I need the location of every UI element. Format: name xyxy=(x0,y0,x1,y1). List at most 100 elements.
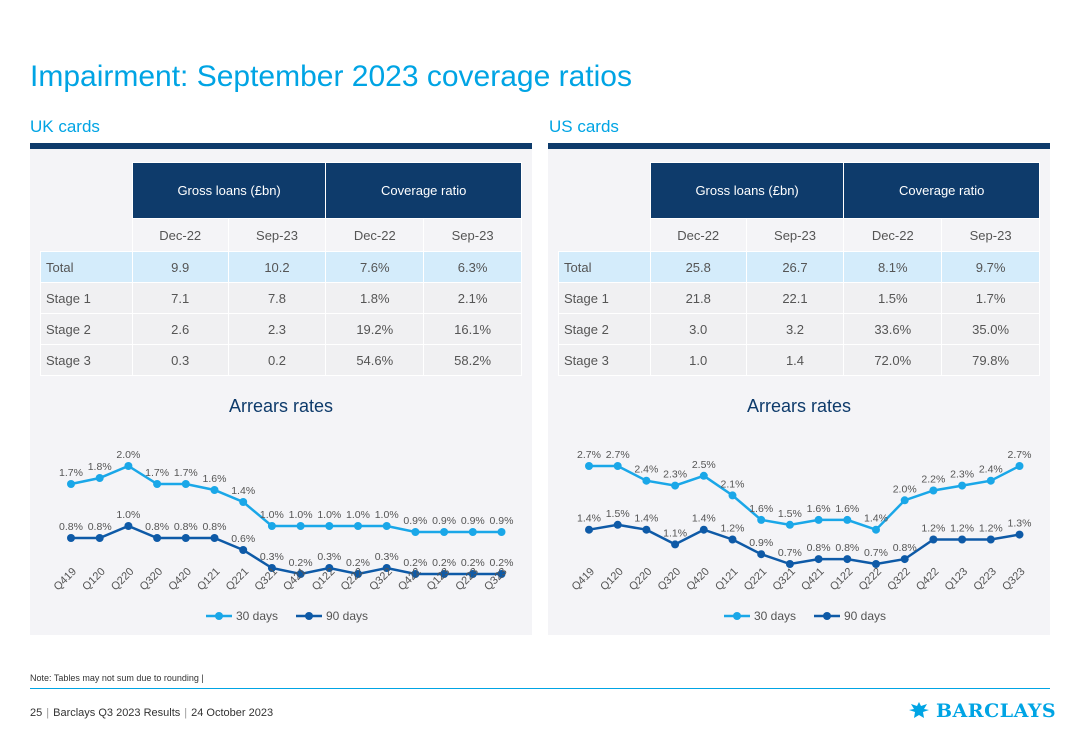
x-tick-label: Q123 xyxy=(943,566,971,594)
data-point xyxy=(354,522,362,530)
x-tick-label: Q120 xyxy=(80,566,108,594)
data-point xyxy=(181,480,190,488)
table-cell: 33.6% xyxy=(843,313,943,345)
data-point xyxy=(239,546,248,554)
data-label: 1.5% xyxy=(606,508,630,520)
arrears-chart-us: 2.7% 2.7% 2.4% 2.3% 2.5% 2.1% 1.6% 1.5% 1.6% 1.6%… xyxy=(570,449,1032,623)
data-label: 1.4% xyxy=(692,513,716,525)
legend-marker xyxy=(823,612,831,620)
data-point xyxy=(785,520,794,529)
series-line-30-days xyxy=(589,464,1021,532)
table-cell: 21.8 xyxy=(649,282,747,314)
table-row: Stage 2 2.6 2.3 19.2% 16.1% xyxy=(40,313,522,345)
data-label: 1.2% xyxy=(979,523,1003,535)
x-tick-label: Q223 xyxy=(971,566,999,594)
x-tick-label: Q420 xyxy=(684,566,712,594)
data-label: 1.7% xyxy=(174,467,198,479)
row-label: Stage 2 xyxy=(40,313,133,345)
table-cell: 35.0% xyxy=(941,313,1040,345)
data-label: 0.8% xyxy=(145,521,169,533)
column-header: Dec-22 xyxy=(843,218,943,252)
table-cell: 22.1 xyxy=(745,282,845,314)
data-label: 0.8% xyxy=(203,521,227,533)
data-point xyxy=(843,555,852,564)
column-header: Dec-22 xyxy=(131,218,229,252)
eagle-icon xyxy=(909,702,929,718)
series-line-30-days xyxy=(70,464,502,534)
x-tick-label: Q220 xyxy=(627,566,655,594)
data-point xyxy=(497,528,506,536)
page-number: 25 xyxy=(30,707,43,719)
data-label: 1.6% xyxy=(835,503,859,515)
data-label: 1.2% xyxy=(921,523,945,535)
data-label: 1.6% xyxy=(807,503,831,515)
data-label: 0.8% xyxy=(59,521,83,533)
table-cell: 2.3 xyxy=(227,313,327,345)
row-label: Stage 1 xyxy=(40,282,133,314)
data-point xyxy=(440,570,449,578)
data-label: 1.1% xyxy=(663,527,687,539)
data-label: 2.3% xyxy=(950,469,974,481)
data-point xyxy=(757,550,766,559)
data-point xyxy=(354,570,362,578)
data-label: 0.2% xyxy=(490,557,514,569)
x-tick-label: Q223 xyxy=(453,566,481,594)
data-point xyxy=(1015,530,1024,539)
data-point xyxy=(239,498,248,506)
data-point xyxy=(296,522,305,530)
data-point xyxy=(325,522,334,530)
data-point xyxy=(124,462,133,470)
data-label: 1.0% xyxy=(289,509,313,521)
data-point xyxy=(382,564,391,572)
data-label: 1.4% xyxy=(231,485,255,497)
table-cell: 7.1 xyxy=(131,282,229,314)
panel-heading-us: US cards xyxy=(549,117,619,136)
data-label: 1.8% xyxy=(88,461,112,473)
data-point xyxy=(699,471,708,480)
data-point xyxy=(1015,462,1024,470)
data-point xyxy=(613,462,622,470)
x-tick-label: Q222 xyxy=(857,566,885,594)
table-row: Total 25.8 26.7 8.1% 9.7% xyxy=(558,251,1040,283)
table-cell: 1.8% xyxy=(325,282,425,314)
column-header: Dec-22 xyxy=(649,218,747,252)
legend-label: 30 days xyxy=(754,609,796,623)
table-cell: 1.0 xyxy=(649,344,747,376)
coverage-ratio-header: Coverage ratio xyxy=(325,162,522,219)
data-label: 2.4% xyxy=(979,464,1003,476)
data-label: 0.9% xyxy=(749,537,773,549)
data-label: 0.8% xyxy=(893,542,917,554)
x-tick-label: Q220 xyxy=(109,566,137,594)
data-point xyxy=(382,522,391,530)
table-cell: 7.6% xyxy=(325,251,425,283)
table-cell: 2.1% xyxy=(423,282,522,314)
table-cell: 25.8 xyxy=(649,251,747,283)
table-cell: 19.2% xyxy=(325,313,425,345)
chart-title-us: Arrears rates xyxy=(746,396,852,416)
data-point xyxy=(613,520,622,529)
data-label: 0.2% xyxy=(403,557,427,569)
data-label: 2.7% xyxy=(1008,449,1032,461)
barclays-logo: BARCLAYS xyxy=(908,700,1056,722)
data-label: 1.7% xyxy=(59,467,83,479)
data-label: 0.2% xyxy=(432,557,456,569)
x-tick-label: Q322 xyxy=(885,566,913,594)
data-point xyxy=(210,534,219,542)
data-point xyxy=(986,476,995,485)
x-tick-label: Q419 xyxy=(52,566,80,594)
data-label: 0.3% xyxy=(317,551,341,563)
arrears-chart-uk: 1.7% 1.8% 2.0% 1.7% 1.7% 1.6% 1.4% 1.0% 1.0% 1.0%… xyxy=(52,449,514,623)
data-point xyxy=(843,515,852,524)
data-label: 0.7% xyxy=(864,547,888,559)
data-label: 0.8% xyxy=(88,521,112,533)
data-point xyxy=(728,491,737,500)
table-cell: 0.2 xyxy=(227,344,327,376)
data-point xyxy=(411,570,420,578)
data-point xyxy=(67,480,75,488)
x-tick-label: Q421 xyxy=(799,566,827,594)
data-label: 2.4% xyxy=(634,464,658,476)
row-label: Stage 3 xyxy=(40,344,133,376)
row-label: Stage 1 xyxy=(558,282,651,314)
data-label: 1.6% xyxy=(749,503,773,515)
data-label: 2.1% xyxy=(721,478,745,490)
